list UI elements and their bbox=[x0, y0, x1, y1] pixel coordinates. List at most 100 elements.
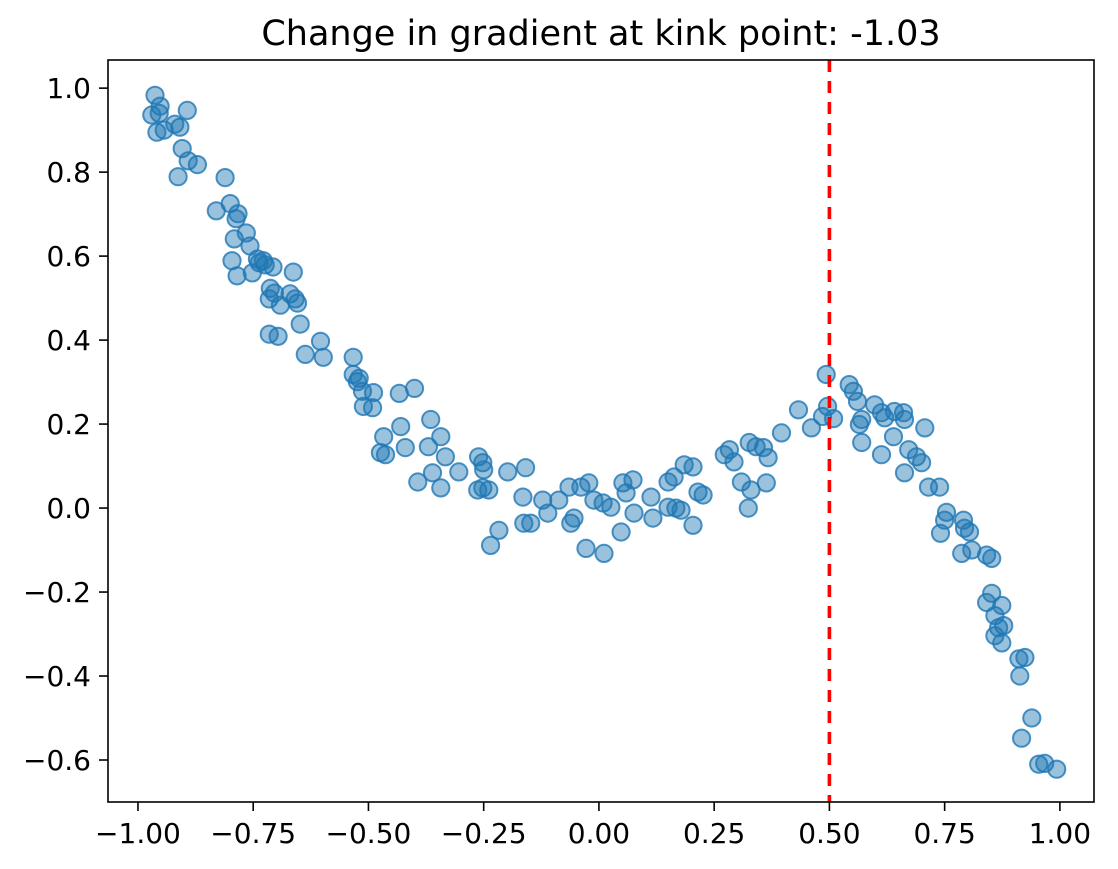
data-point bbox=[521, 513, 541, 533]
data-point bbox=[168, 167, 188, 187]
data-point bbox=[992, 633, 1012, 653]
data-point bbox=[395, 438, 415, 458]
x-tick-label: 1.00 bbox=[1029, 817, 1091, 850]
x-tick-label: −0.50 bbox=[326, 817, 412, 850]
data-point bbox=[145, 85, 165, 105]
data-point bbox=[498, 462, 518, 482]
y-tick-label: 0.6 bbox=[46, 240, 91, 273]
data-point bbox=[847, 391, 868, 411]
data-point bbox=[147, 122, 167, 142]
data-point bbox=[404, 378, 425, 398]
data-point bbox=[391, 417, 411, 437]
x-tick-label: −0.75 bbox=[210, 817, 296, 850]
data-point bbox=[756, 473, 776, 493]
y-tick-label: 0.8 bbox=[46, 156, 91, 189]
data-point bbox=[982, 583, 1002, 603]
data-point bbox=[693, 485, 713, 505]
data-point bbox=[481, 535, 501, 556]
data-point bbox=[959, 522, 980, 542]
y-tick-label: 0.4 bbox=[46, 324, 91, 357]
data-point bbox=[843, 381, 864, 401]
data-point bbox=[431, 478, 451, 498]
data-point bbox=[1010, 666, 1030, 686]
data-point bbox=[206, 201, 226, 221]
chart-title: Change in gradient at kink point: -1.03 bbox=[261, 14, 941, 54]
data-point bbox=[801, 418, 822, 438]
data-point bbox=[1029, 754, 1049, 774]
data-point bbox=[871, 445, 892, 465]
data-point bbox=[489, 520, 509, 540]
data-point bbox=[683, 515, 703, 535]
data-point bbox=[226, 209, 246, 229]
data-point bbox=[449, 462, 469, 482]
y-tick-label: −0.6 bbox=[23, 744, 91, 777]
data-point bbox=[852, 432, 872, 453]
data-point bbox=[408, 472, 428, 492]
data-point bbox=[310, 331, 331, 351]
data-point bbox=[930, 477, 950, 497]
data-point bbox=[1015, 647, 1035, 668]
y-tick-label: 1.0 bbox=[46, 72, 91, 105]
x-tick-label: −1.00 bbox=[95, 817, 181, 850]
data-point bbox=[849, 414, 870, 435]
data-point bbox=[313, 347, 333, 367]
data-point bbox=[883, 427, 904, 447]
data-point bbox=[374, 427, 394, 447]
data-point bbox=[514, 513, 534, 533]
data-point bbox=[611, 522, 631, 542]
data-point bbox=[363, 383, 384, 403]
data-point bbox=[549, 490, 569, 510]
data-point bbox=[224, 229, 244, 249]
data-point bbox=[283, 262, 303, 282]
data-point bbox=[268, 326, 288, 346]
data-point bbox=[894, 403, 914, 423]
x-tick-label: 0.00 bbox=[568, 817, 630, 850]
data-point bbox=[375, 445, 396, 465]
data-point bbox=[915, 418, 935, 438]
data-point bbox=[664, 467, 684, 487]
data-point bbox=[468, 480, 488, 500]
data-point bbox=[1047, 759, 1067, 779]
data-point bbox=[641, 487, 661, 507]
data-point bbox=[263, 257, 283, 277]
data-point bbox=[746, 437, 766, 457]
data-point bbox=[594, 543, 614, 564]
data-point bbox=[516, 458, 536, 478]
data-point bbox=[435, 447, 455, 467]
data-point bbox=[227, 266, 247, 286]
data-point bbox=[513, 487, 533, 507]
data-point bbox=[683, 457, 703, 477]
data-point bbox=[875, 408, 895, 428]
x-tick-label: 0.75 bbox=[913, 817, 975, 850]
data-point bbox=[1022, 708, 1042, 728]
data-point bbox=[894, 463, 915, 483]
data-point bbox=[270, 295, 290, 315]
data-point bbox=[992, 595, 1012, 616]
data-point bbox=[601, 497, 621, 517]
data-point bbox=[985, 626, 1005, 646]
data-point bbox=[187, 155, 207, 175]
data-point bbox=[579, 473, 599, 493]
data-point bbox=[473, 453, 493, 473]
x-tick-label: −0.25 bbox=[441, 817, 527, 850]
data-point bbox=[894, 409, 915, 430]
data-point bbox=[295, 344, 315, 364]
data-point bbox=[1012, 728, 1032, 748]
data-point bbox=[242, 263, 262, 283]
data-point bbox=[624, 503, 644, 523]
data-point bbox=[788, 400, 809, 420]
data-point bbox=[816, 364, 836, 385]
data-point bbox=[930, 523, 951, 543]
data-point bbox=[724, 452, 744, 472]
x-tick-label: 0.25 bbox=[683, 817, 745, 850]
axes-frame bbox=[107, 59, 1095, 803]
data-point bbox=[363, 398, 383, 418]
data-point bbox=[215, 168, 235, 188]
data-point bbox=[422, 463, 443, 483]
data-point bbox=[616, 483, 636, 503]
data-point bbox=[741, 480, 761, 500]
data-point bbox=[982, 548, 1002, 569]
data-point bbox=[149, 103, 169, 123]
data-point bbox=[474, 460, 494, 480]
